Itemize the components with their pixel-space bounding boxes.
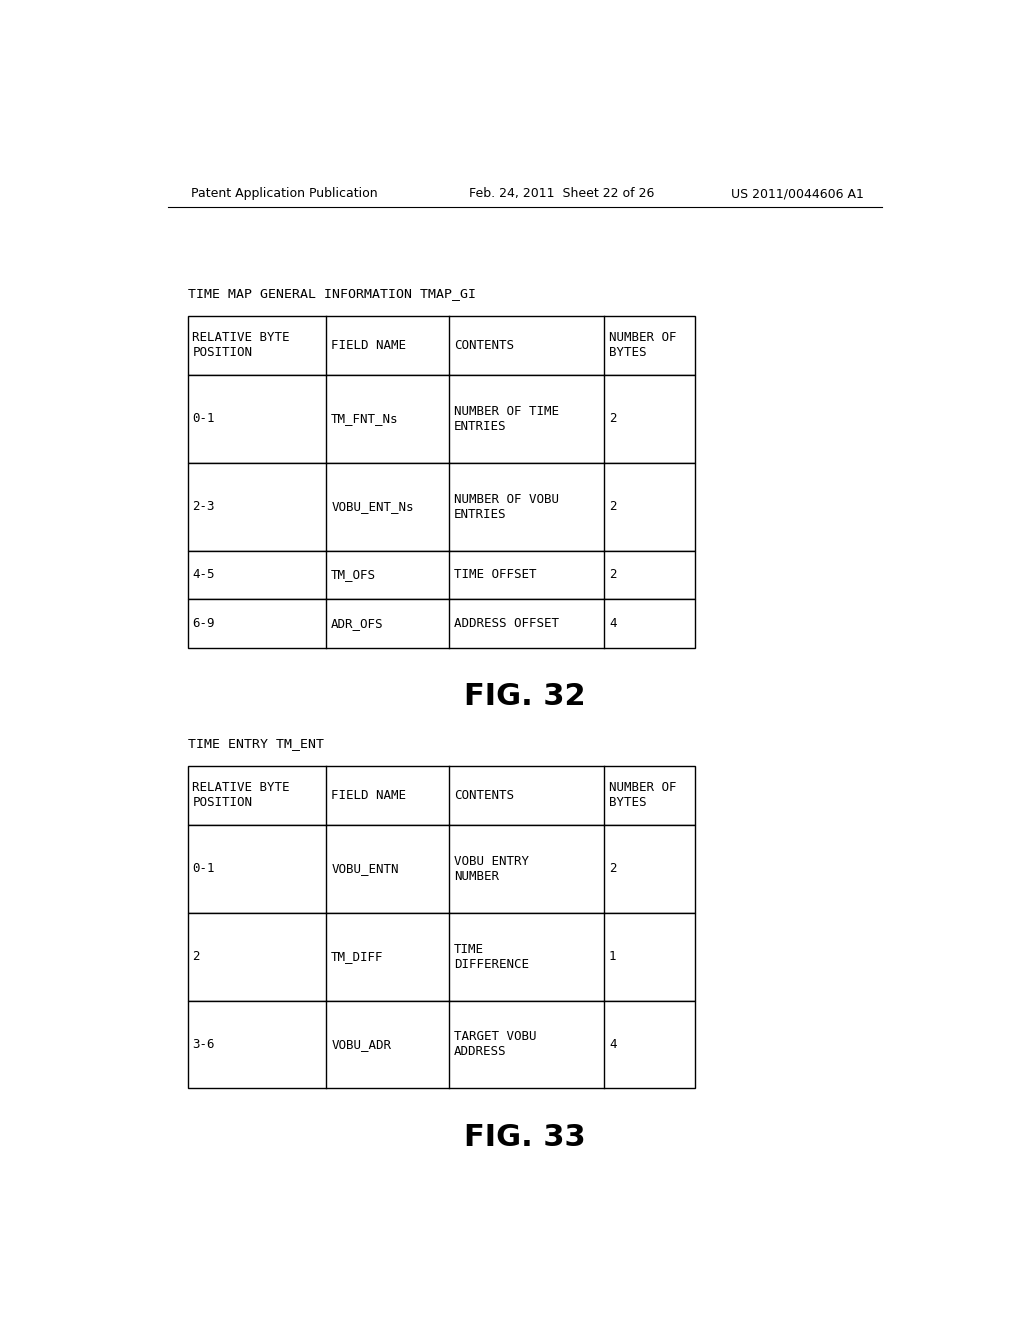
Text: 2: 2: [609, 412, 616, 425]
Text: VOBU_ENTN: VOBU_ENTN: [331, 862, 398, 875]
Bar: [187, 912, 695, 1001]
Bar: [187, 550, 695, 599]
Text: CONTENTS: CONTENTS: [455, 339, 514, 352]
Text: Feb. 24, 2011  Sheet 22 of 26: Feb. 24, 2011 Sheet 22 of 26: [469, 187, 654, 201]
Text: 2: 2: [609, 569, 616, 581]
Text: TIME
DIFFERENCE: TIME DIFFERENCE: [455, 942, 529, 970]
Bar: [187, 766, 695, 825]
Text: NUMBER OF
BYTES: NUMBER OF BYTES: [609, 331, 677, 359]
Text: NUMBER OF
BYTES: NUMBER OF BYTES: [609, 781, 677, 809]
Text: NUMBER OF VOBU
ENTRIES: NUMBER OF VOBU ENTRIES: [455, 492, 559, 520]
Text: 6-9: 6-9: [193, 618, 215, 630]
Text: 4-5: 4-5: [193, 569, 215, 581]
Bar: [187, 599, 695, 648]
Text: TM_OFS: TM_OFS: [331, 569, 376, 581]
Text: FIELD NAME: FIELD NAME: [331, 339, 407, 352]
Text: 4: 4: [609, 618, 616, 630]
Text: 4: 4: [609, 1038, 616, 1051]
Text: CONTENTS: CONTENTS: [455, 789, 514, 803]
Text: 2-3: 2-3: [193, 500, 215, 513]
Bar: [187, 825, 695, 912]
Text: TIME ENTRY TM_ENT: TIME ENTRY TM_ENT: [187, 737, 324, 750]
Text: Patent Application Publication: Patent Application Publication: [191, 187, 378, 201]
Text: VOBU ENTRY
NUMBER: VOBU ENTRY NUMBER: [455, 855, 529, 883]
Text: 0-1: 0-1: [193, 862, 215, 875]
Bar: [187, 463, 695, 550]
Text: TIME MAP GENERAL INFORMATION TMAP_GI: TIME MAP GENERAL INFORMATION TMAP_GI: [187, 286, 475, 300]
Text: 2: 2: [193, 950, 200, 964]
Text: RELATIVE BYTE
POSITION: RELATIVE BYTE POSITION: [193, 331, 290, 359]
Text: TM_DIFF: TM_DIFF: [331, 950, 384, 964]
Text: TIME OFFSET: TIME OFFSET: [455, 569, 537, 581]
Text: FIG. 32: FIG. 32: [464, 682, 586, 711]
Bar: [187, 1001, 695, 1089]
Text: TM_FNT_Ns: TM_FNT_Ns: [331, 412, 398, 425]
Text: FIELD NAME: FIELD NAME: [331, 789, 407, 803]
Bar: [187, 375, 695, 463]
Text: US 2011/0044606 A1: US 2011/0044606 A1: [731, 187, 864, 201]
Text: TARGET VOBU
ADDRESS: TARGET VOBU ADDRESS: [455, 1031, 537, 1059]
Text: VOBU_ENT_Ns: VOBU_ENT_Ns: [331, 500, 414, 513]
Text: 2: 2: [609, 500, 616, 513]
Text: RELATIVE BYTE
POSITION: RELATIVE BYTE POSITION: [193, 781, 290, 809]
Text: 3-6: 3-6: [193, 1038, 215, 1051]
Text: ADDRESS OFFSET: ADDRESS OFFSET: [455, 618, 559, 630]
Text: ADR_OFS: ADR_OFS: [331, 618, 384, 630]
Text: VOBU_ADR: VOBU_ADR: [331, 1038, 391, 1051]
Text: NUMBER OF TIME
ENTRIES: NUMBER OF TIME ENTRIES: [455, 405, 559, 433]
Text: 2: 2: [609, 862, 616, 875]
Bar: [187, 315, 695, 375]
Text: 0-1: 0-1: [193, 412, 215, 425]
Text: 1: 1: [609, 950, 616, 964]
Text: FIG. 33: FIG. 33: [464, 1123, 586, 1151]
